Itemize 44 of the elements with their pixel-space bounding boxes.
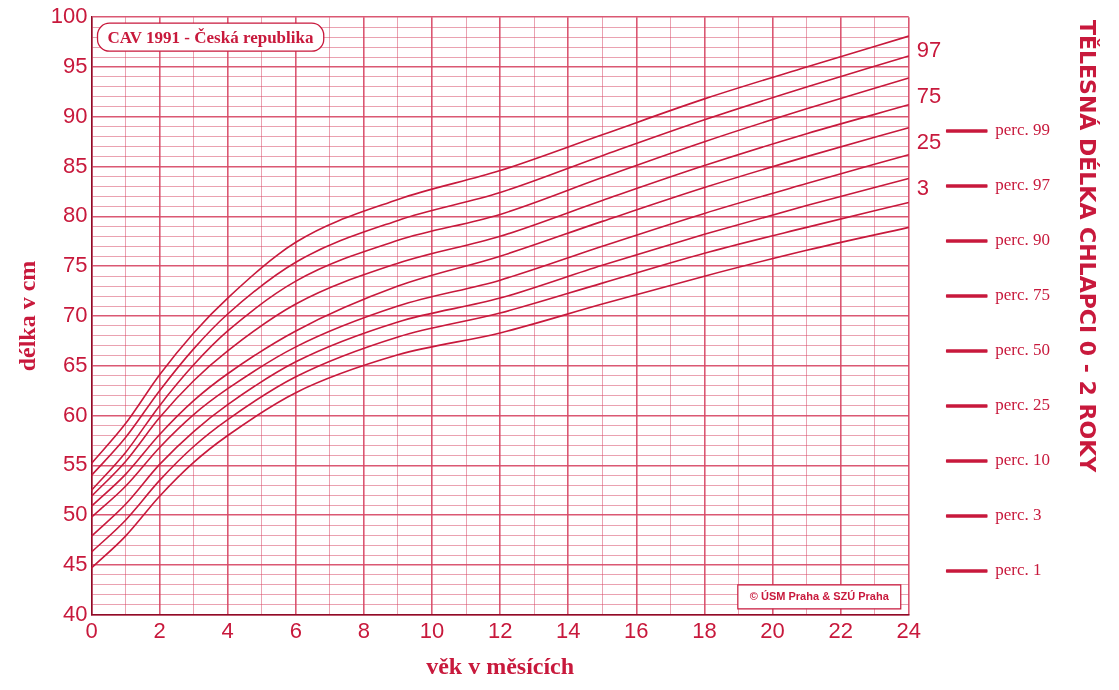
y-tick-label: 100	[50, 3, 88, 29]
x-tick-label: 24	[896, 618, 921, 644]
x-tick-label: 22	[828, 618, 853, 644]
x-tick-label: 8	[357, 618, 371, 644]
x-tick-label: 12	[487, 618, 513, 644]
x-tick-label: 20	[760, 618, 785, 644]
y-tick-label: 75	[63, 252, 88, 278]
x-tick-label: 6	[289, 618, 302, 644]
legend-label: perc. 10	[995, 450, 1051, 470]
y-tick-label: 85	[63, 152, 88, 178]
y-tick-label: 55	[63, 451, 88, 477]
legend-label: perc. 50	[995, 340, 1051, 360]
y-tick-label: 70	[63, 302, 88, 328]
legend-label: perc. 1	[995, 560, 1042, 580]
text: 25	[916, 129, 942, 155]
legend-label: perc. 3	[995, 505, 1042, 525]
x-tick-label: 2	[153, 618, 166, 644]
x-tick-label: 14	[555, 618, 581, 644]
x-tick-label: 4	[221, 618, 234, 644]
text: 75	[916, 83, 942, 109]
text: TĚLESNÁ DÉLKA CHLAPCI 0 - 2 ROKY	[1075, 20, 1100, 475]
y-tick-label: 40	[63, 600, 88, 626]
legend-label: perc. 25	[995, 395, 1051, 415]
legend-label: perc. 97	[995, 175, 1051, 195]
text: 97	[916, 37, 942, 63]
x-tick-label: 0	[85, 618, 98, 644]
y-tick-label: 90	[63, 102, 88, 128]
y-tick-label: 65	[63, 351, 88, 377]
x-tick-label: 18	[692, 618, 717, 644]
y-tick-label: 80	[63, 202, 88, 228]
legend-label: perc. 99	[995, 120, 1051, 140]
x-axis-title: věk v měsících	[426, 652, 575, 679]
y-tick-label: 60	[63, 401, 88, 427]
y-axis-title: délka v cm	[13, 260, 40, 372]
x-tick-label: 10	[419, 618, 445, 644]
legend-label: perc. 75	[995, 285, 1051, 305]
x-tick-label: 16	[624, 618, 649, 644]
text: 3	[916, 175, 929, 201]
y-tick-label: 95	[63, 53, 88, 79]
legend-label: perc. 90	[995, 230, 1051, 250]
y-tick-label: 50	[63, 501, 88, 527]
annotation: © ÚSM Praha & SZÚ Praha	[749, 589, 890, 602]
y-tick-label: 45	[63, 551, 88, 577]
text: CAV 1991 - Česká republika	[107, 27, 314, 47]
